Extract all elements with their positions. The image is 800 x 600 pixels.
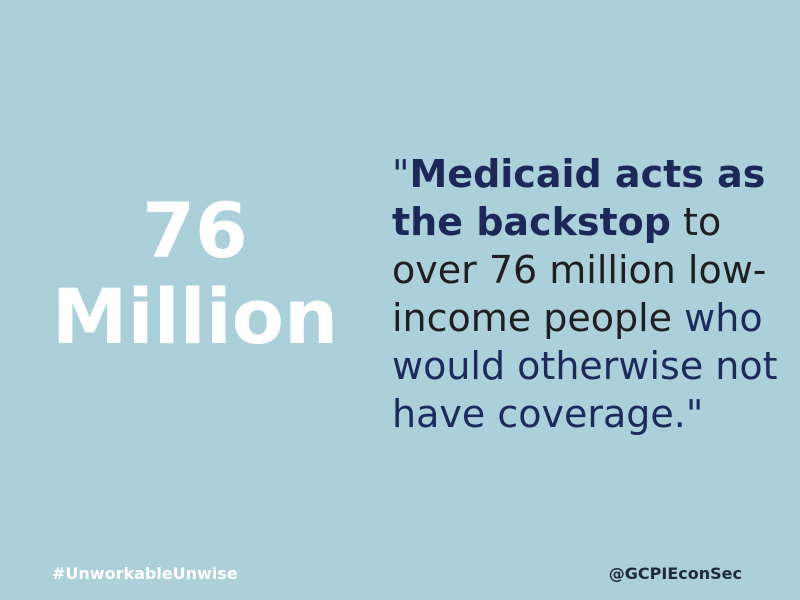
quote-mark: "	[392, 152, 410, 196]
quote-text: who would otherwise not have coverage."	[392, 296, 778, 436]
handle: @GCPIEconSec	[608, 564, 742, 583]
quote: "Medicaid acts as the backstop to over 7…	[392, 150, 792, 438]
quote-text: to over 76 million low-income people	[392, 200, 767, 340]
quote-emphasis: Medicaid acts as the backstop	[392, 152, 766, 244]
big-stat: 76 Million	[51, 186, 339, 361]
hashtag: #UnworkableUnwise	[52, 564, 238, 583]
